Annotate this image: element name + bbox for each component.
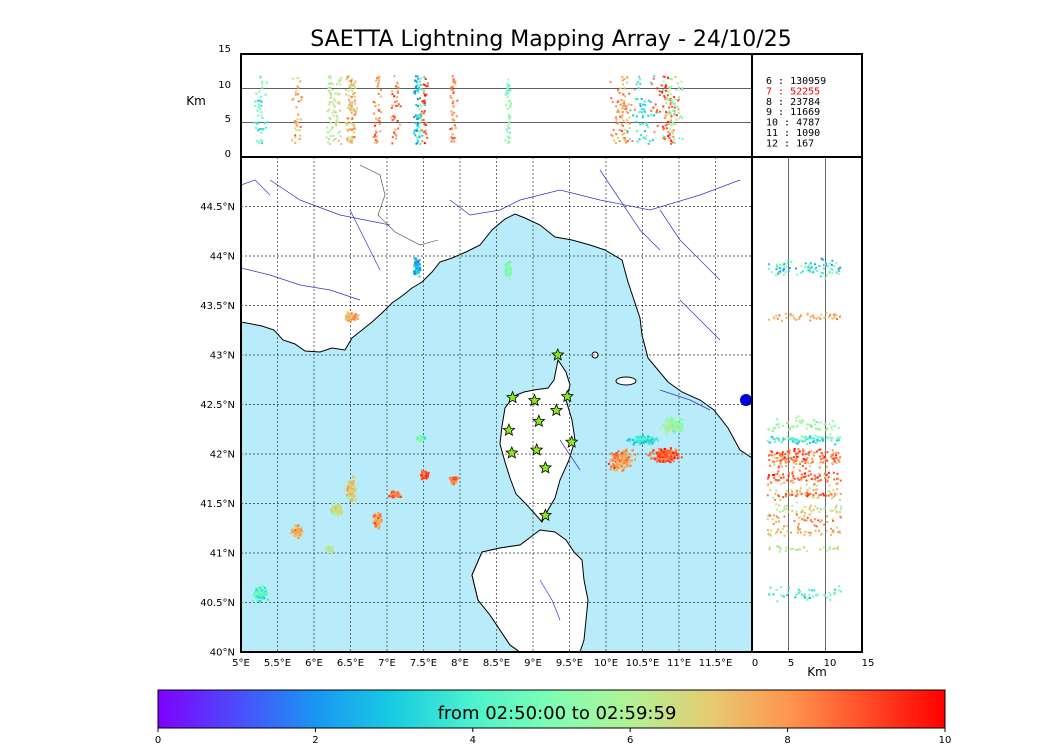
lightning-sources (251, 257, 684, 603)
side-tick-15: 15 (862, 658, 875, 669)
lon-tick-label: 5.5°E (264, 658, 291, 669)
colorbar-tick: 6 (627, 735, 633, 746)
station-star-icon (502, 423, 516, 436)
station-star-icon (538, 508, 553, 522)
legend-entry: 6 : 130959 (766, 76, 826, 87)
station-star-icon (549, 403, 564, 417)
lat-tick-label: 40°N (210, 648, 235, 659)
map-panel: 5°E 5.5°E 6°E 6.5°E 7°E 7.5°E 8°E 8.5°E 9°E 9.5°E… (200, 156, 753, 669)
source-count-legend: 6 : 130959 7 : 52255 8 : 23784 9 : 11669… (751, 53, 863, 158)
station-star-icon (532, 414, 546, 428)
station-star-icon (551, 347, 565, 361)
altitude-panel: Km 0 5 10 15 (186, 44, 753, 160)
side-tick-0: 0 (752, 658, 758, 669)
station-star-icon (505, 390, 520, 404)
colorbar-tick: 10 (939, 735, 952, 746)
colorbar-label: from 02:50:00 to 02:59:59 (438, 703, 677, 724)
lon-tick-label: 8°E (451, 658, 469, 669)
legend-entry: 7 : 52255 (766, 86, 820, 97)
altitude-tick-5: 5 (225, 114, 231, 125)
corsica-island (499, 358, 576, 523)
lon-tick-label: 6.5°E (337, 658, 364, 669)
lat-tick-label: 43°N (210, 351, 235, 362)
lat-tick-label: 42.5°N (200, 400, 235, 411)
lon-tick-label: 7°E (378, 658, 396, 669)
lon-tick-label: 8.5°E (483, 658, 510, 669)
lat-tick-label: 40.5°N (200, 598, 235, 609)
station-star-icon (529, 442, 544, 456)
lon-tick-label: 10.5°E (626, 658, 660, 669)
source-blob (740, 394, 752, 406)
lon-tick-label: 9.5°E (556, 658, 583, 669)
side-tick-5: 5 (788, 658, 794, 669)
colorbar-gradient (157, 689, 946, 729)
elba-island (615, 376, 637, 386)
lat-tick-label: 41.5°N (200, 499, 235, 510)
lat-tick-label: 42°N (210, 450, 235, 461)
side-altitude-panel: 0 5 10 15 Km (751, 156, 875, 679)
altitude-ylabel: Km (186, 94, 206, 108)
legend-entry: 8 : 23784 (766, 97, 820, 108)
lon-tick-label: 5°E (232, 658, 250, 669)
map-gridlines (241, 157, 752, 652)
lat-tick-label: 41°N (210, 549, 235, 560)
station-star-icon (560, 389, 574, 403)
lon-tick-label: 11°E (667, 658, 691, 669)
station-star-icon (505, 445, 519, 459)
legend-entry: 12 : 167 (766, 138, 814, 149)
side-tick-10: 10 (824, 658, 837, 669)
altitude-tick-10: 10 (218, 80, 231, 91)
lat-tick-label: 44°N (210, 252, 235, 263)
figure-title: SAETTA Lightning Mapping Array - 24/10/2… (310, 27, 791, 52)
legend-entry: 9 : 11669 (766, 107, 820, 118)
altitude-tick-0: 0 (225, 149, 231, 160)
lon-tick-label: 11.5°E (699, 658, 733, 669)
station-star-icon (565, 435, 579, 448)
station-star-icon (538, 460, 553, 474)
lma-stations (502, 347, 579, 522)
altitude-tick-15: 15 (218, 44, 231, 55)
station-star-icon (527, 393, 542, 407)
colorbar-tick: 0 (155, 735, 161, 746)
lat-tick-label: 44.5°N (200, 202, 235, 213)
sardinia-island (471, 529, 589, 652)
lon-tick-label: 10°E (594, 658, 618, 669)
colorbar-tick: 4 (470, 735, 476, 746)
legend-entry: 10 : 4787 (766, 118, 820, 129)
side-xlabel: Km (807, 665, 827, 679)
time-colorbar: from 02:50:00 to 02:59:59 0 2 4 6 8 10 (155, 689, 952, 746)
legend-entry: 11 : 1090 (766, 128, 820, 139)
lat-tick-label: 43.5°N (200, 301, 235, 312)
lon-tick-label: 9°E (524, 658, 542, 669)
lon-tick-label: 6°E (305, 658, 323, 669)
altitude-points (253, 74, 684, 146)
colorbar-tick: 8 (784, 735, 790, 746)
rivers (241, 169, 741, 621)
lon-tick-label: 7.5°E (410, 658, 437, 669)
national-border (359, 164, 439, 246)
colorbar-tick: 2 (312, 735, 318, 746)
